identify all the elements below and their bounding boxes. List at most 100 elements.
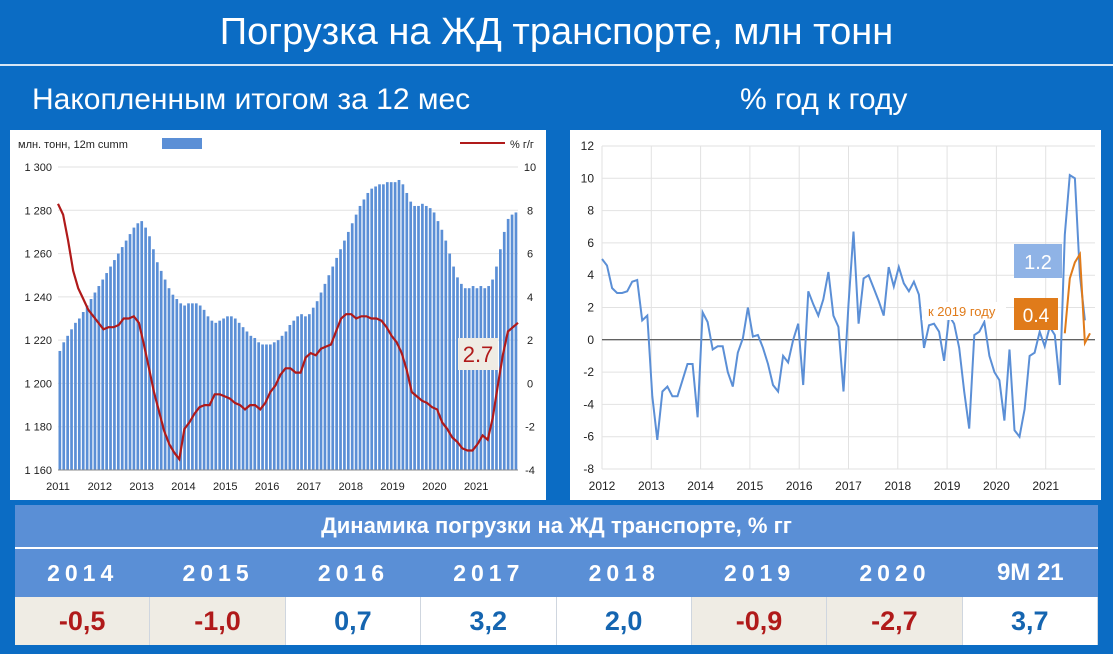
year-cell: 2016 bbox=[317, 559, 390, 586]
blue-value-label: 1.2 bbox=[1024, 252, 1052, 274]
bar bbox=[241, 327, 245, 470]
bar bbox=[140, 221, 144, 470]
year-cell: 2017 bbox=[453, 559, 525, 586]
bar bbox=[187, 303, 190, 470]
bar bbox=[479, 286, 483, 470]
bar bbox=[413, 205, 416, 470]
yoy-line bbox=[57, 203, 519, 462]
bar bbox=[70, 329, 73, 470]
bar bbox=[491, 279, 494, 470]
value-cell: -0,9 bbox=[691, 597, 828, 645]
right-subtitle: % год к году bbox=[740, 83, 908, 116]
bar bbox=[93, 292, 97, 470]
y-tick-label: -4 bbox=[583, 397, 594, 411]
bar bbox=[284, 331, 288, 470]
table-value-row: -0,5 -1,0 0,7 3,2 2,0 -0,9 -2,7 3,7 bbox=[15, 597, 1098, 645]
divider bbox=[0, 64, 1113, 66]
value-cell: -1,0 bbox=[150, 597, 286, 645]
bar bbox=[370, 188, 374, 470]
bar bbox=[198, 305, 202, 470]
value-cell: 0,7 bbox=[285, 597, 422, 645]
bar bbox=[487, 286, 491, 470]
bar bbox=[222, 318, 225, 470]
legend-bar-label: млн. тонн, 12m cumm bbox=[18, 139, 128, 151]
table-title: Динамика погрузки на ЖД транспорте, % гг bbox=[15, 505, 1098, 547]
bar bbox=[378, 184, 381, 471]
bar bbox=[510, 214, 514, 470]
bar bbox=[300, 314, 303, 470]
cumulative-loading-chart: 1 160 1 180 1 200 1 220 1 240 1 260 1 280 1 300… bbox=[18, 138, 536, 493]
x-tick-label: 2020 bbox=[983, 479, 1010, 493]
bar bbox=[327, 275, 331, 470]
bar bbox=[389, 182, 393, 470]
bar bbox=[401, 184, 405, 471]
right-chart-line-group bbox=[601, 173, 1091, 441]
y-tick-label: -2 bbox=[583, 365, 594, 379]
bar bbox=[346, 231, 350, 470]
year-cell: 2015 bbox=[182, 559, 254, 586]
y2-tick-label: 10 bbox=[524, 162, 536, 174]
bar bbox=[514, 212, 518, 470]
bar bbox=[230, 316, 233, 470]
bar bbox=[506, 218, 510, 470]
bar bbox=[237, 322, 241, 470]
bar bbox=[202, 309, 206, 470]
bar bbox=[331, 266, 335, 470]
y-tick-label: 1 280 bbox=[24, 205, 52, 217]
bar bbox=[124, 240, 128, 470]
bar bbox=[436, 221, 440, 470]
bar bbox=[210, 320, 214, 470]
bar bbox=[440, 229, 444, 470]
x-tick-label: 2016 bbox=[255, 481, 279, 493]
y2-tick-label: 6 bbox=[527, 249, 533, 261]
bar bbox=[323, 283, 327, 470]
bar bbox=[315, 301, 319, 470]
x-tick-label: 2015 bbox=[737, 479, 764, 493]
left-chart-line-group bbox=[57, 203, 519, 462]
bar bbox=[288, 324, 292, 470]
value-cell: -0,5 bbox=[15, 597, 151, 645]
x-tick-label: 2018 bbox=[884, 479, 911, 493]
y-tick-label: 6 bbox=[587, 236, 594, 250]
bar bbox=[66, 335, 69, 470]
bar bbox=[421, 203, 424, 470]
y-tick-label: 1 300 bbox=[24, 162, 52, 174]
y-tick-label: 1 200 bbox=[24, 378, 52, 390]
yearly-table: Динамика погрузки на ЖД транспорте, % гг… bbox=[15, 505, 1098, 645]
bar bbox=[432, 212, 436, 470]
y-tick-label: 2 bbox=[587, 301, 594, 315]
bar bbox=[245, 331, 249, 470]
bar bbox=[483, 288, 487, 470]
bar bbox=[339, 249, 342, 470]
bar bbox=[62, 342, 66, 470]
bar bbox=[343, 240, 346, 470]
bar bbox=[132, 227, 136, 470]
y-tick-label: 1 160 bbox=[24, 465, 52, 477]
left-chart-bars bbox=[58, 179, 518, 471]
bar bbox=[382, 184, 385, 471]
x-tick-label: 2011 bbox=[46, 481, 70, 493]
bar bbox=[471, 286, 475, 470]
year-cell: 2014 bbox=[47, 559, 119, 586]
bar bbox=[81, 312, 85, 470]
bar bbox=[405, 192, 409, 470]
bar bbox=[58, 350, 62, 470]
bar bbox=[113, 260, 116, 470]
bar bbox=[499, 249, 502, 470]
y-tick-label: 0 bbox=[587, 333, 594, 347]
bar bbox=[362, 199, 366, 470]
last-value-label: 2.7 bbox=[463, 342, 494, 367]
value-cell: 2,0 bbox=[556, 597, 692, 645]
x-tick-label: 2015 bbox=[213, 481, 237, 493]
table-header-row: 2014 2015 2016 2017 2018 2019 2020 9M 21 bbox=[15, 547, 1098, 597]
value-cell: 3,2 bbox=[421, 597, 557, 645]
bar bbox=[214, 322, 218, 470]
bar bbox=[194, 303, 198, 470]
bar bbox=[183, 305, 186, 470]
bar bbox=[424, 205, 428, 470]
x-tick-label: 2013 bbox=[129, 481, 153, 493]
bar bbox=[292, 320, 296, 470]
y-tick-label: 1 260 bbox=[24, 249, 52, 261]
bar bbox=[428, 208, 432, 470]
bar bbox=[77, 318, 81, 470]
